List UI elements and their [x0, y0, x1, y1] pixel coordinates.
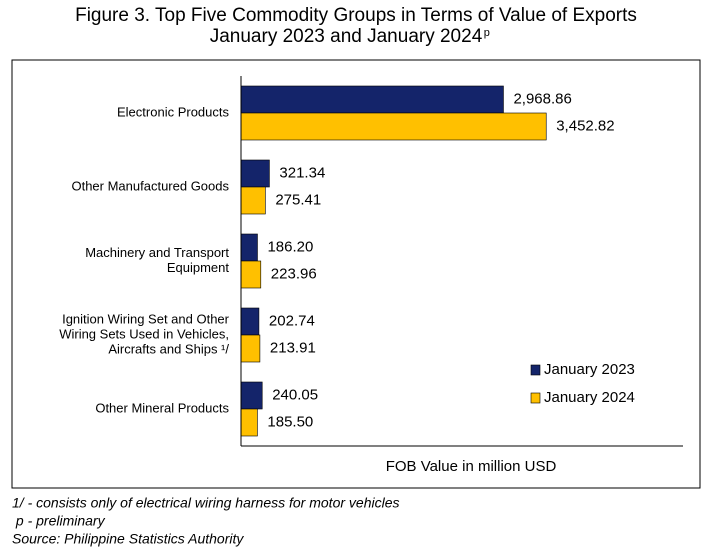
bar	[240, 112, 547, 141]
legend-swatch	[530, 364, 541, 376]
footnote: Source: Philippine Statistics Authority	[12, 531, 244, 547]
value-label: 2,968.86	[513, 90, 571, 107]
value-label: 275.41	[275, 191, 321, 208]
value-label: 202.74	[269, 312, 315, 329]
bar	[240, 260, 262, 289]
value-label: 185.50	[267, 413, 313, 430]
bar	[240, 85, 504, 114]
bar	[240, 307, 260, 336]
y-tick-label: Equipment	[167, 260, 230, 275]
value-label: 3,452.82	[556, 117, 614, 134]
y-tick-label: Aircrafts and Ships ¹/	[108, 341, 229, 356]
y-tick-label: Wiring Sets Used in Vehicles,	[59, 326, 229, 341]
value-label: 213.91	[270, 339, 316, 356]
title-superscript: p	[484, 27, 490, 39]
legend-label: January 2024	[544, 389, 635, 406]
bar	[240, 233, 258, 262]
footnote: p - preliminary	[12, 513, 106, 529]
bar	[240, 159, 270, 188]
y-tick-label: Other Manufactured Goods	[71, 178, 229, 193]
bar	[240, 186, 266, 215]
legend-label: January 2023	[544, 361, 635, 378]
value-label: 186.20	[267, 238, 313, 255]
y-tick-label: Electronic Products	[117, 104, 229, 119]
x-axis-title: FOB Value in million USD	[386, 458, 557, 475]
y-tick-label: Ignition Wiring Set and Other	[62, 311, 230, 326]
legend-swatch	[530, 392, 541, 404]
value-label: 223.96	[271, 265, 317, 282]
chart-title: January 2023 and January 2024	[210, 26, 483, 47]
bar	[240, 334, 261, 363]
y-tick-label: Machinery and Transport	[85, 245, 229, 260]
value-label: 240.05	[272, 386, 318, 403]
bar	[240, 381, 263, 410]
footnote: 1/ - consists only of electrical wiring …	[12, 495, 399, 511]
value-label: 321.34	[279, 164, 325, 181]
y-tick-label: Other Mineral Products	[95, 400, 229, 415]
chart-title: Figure 3. Top Five Commodity Groups in T…	[75, 5, 637, 26]
bar	[240, 408, 258, 437]
chart-frame	[11, 59, 701, 489]
